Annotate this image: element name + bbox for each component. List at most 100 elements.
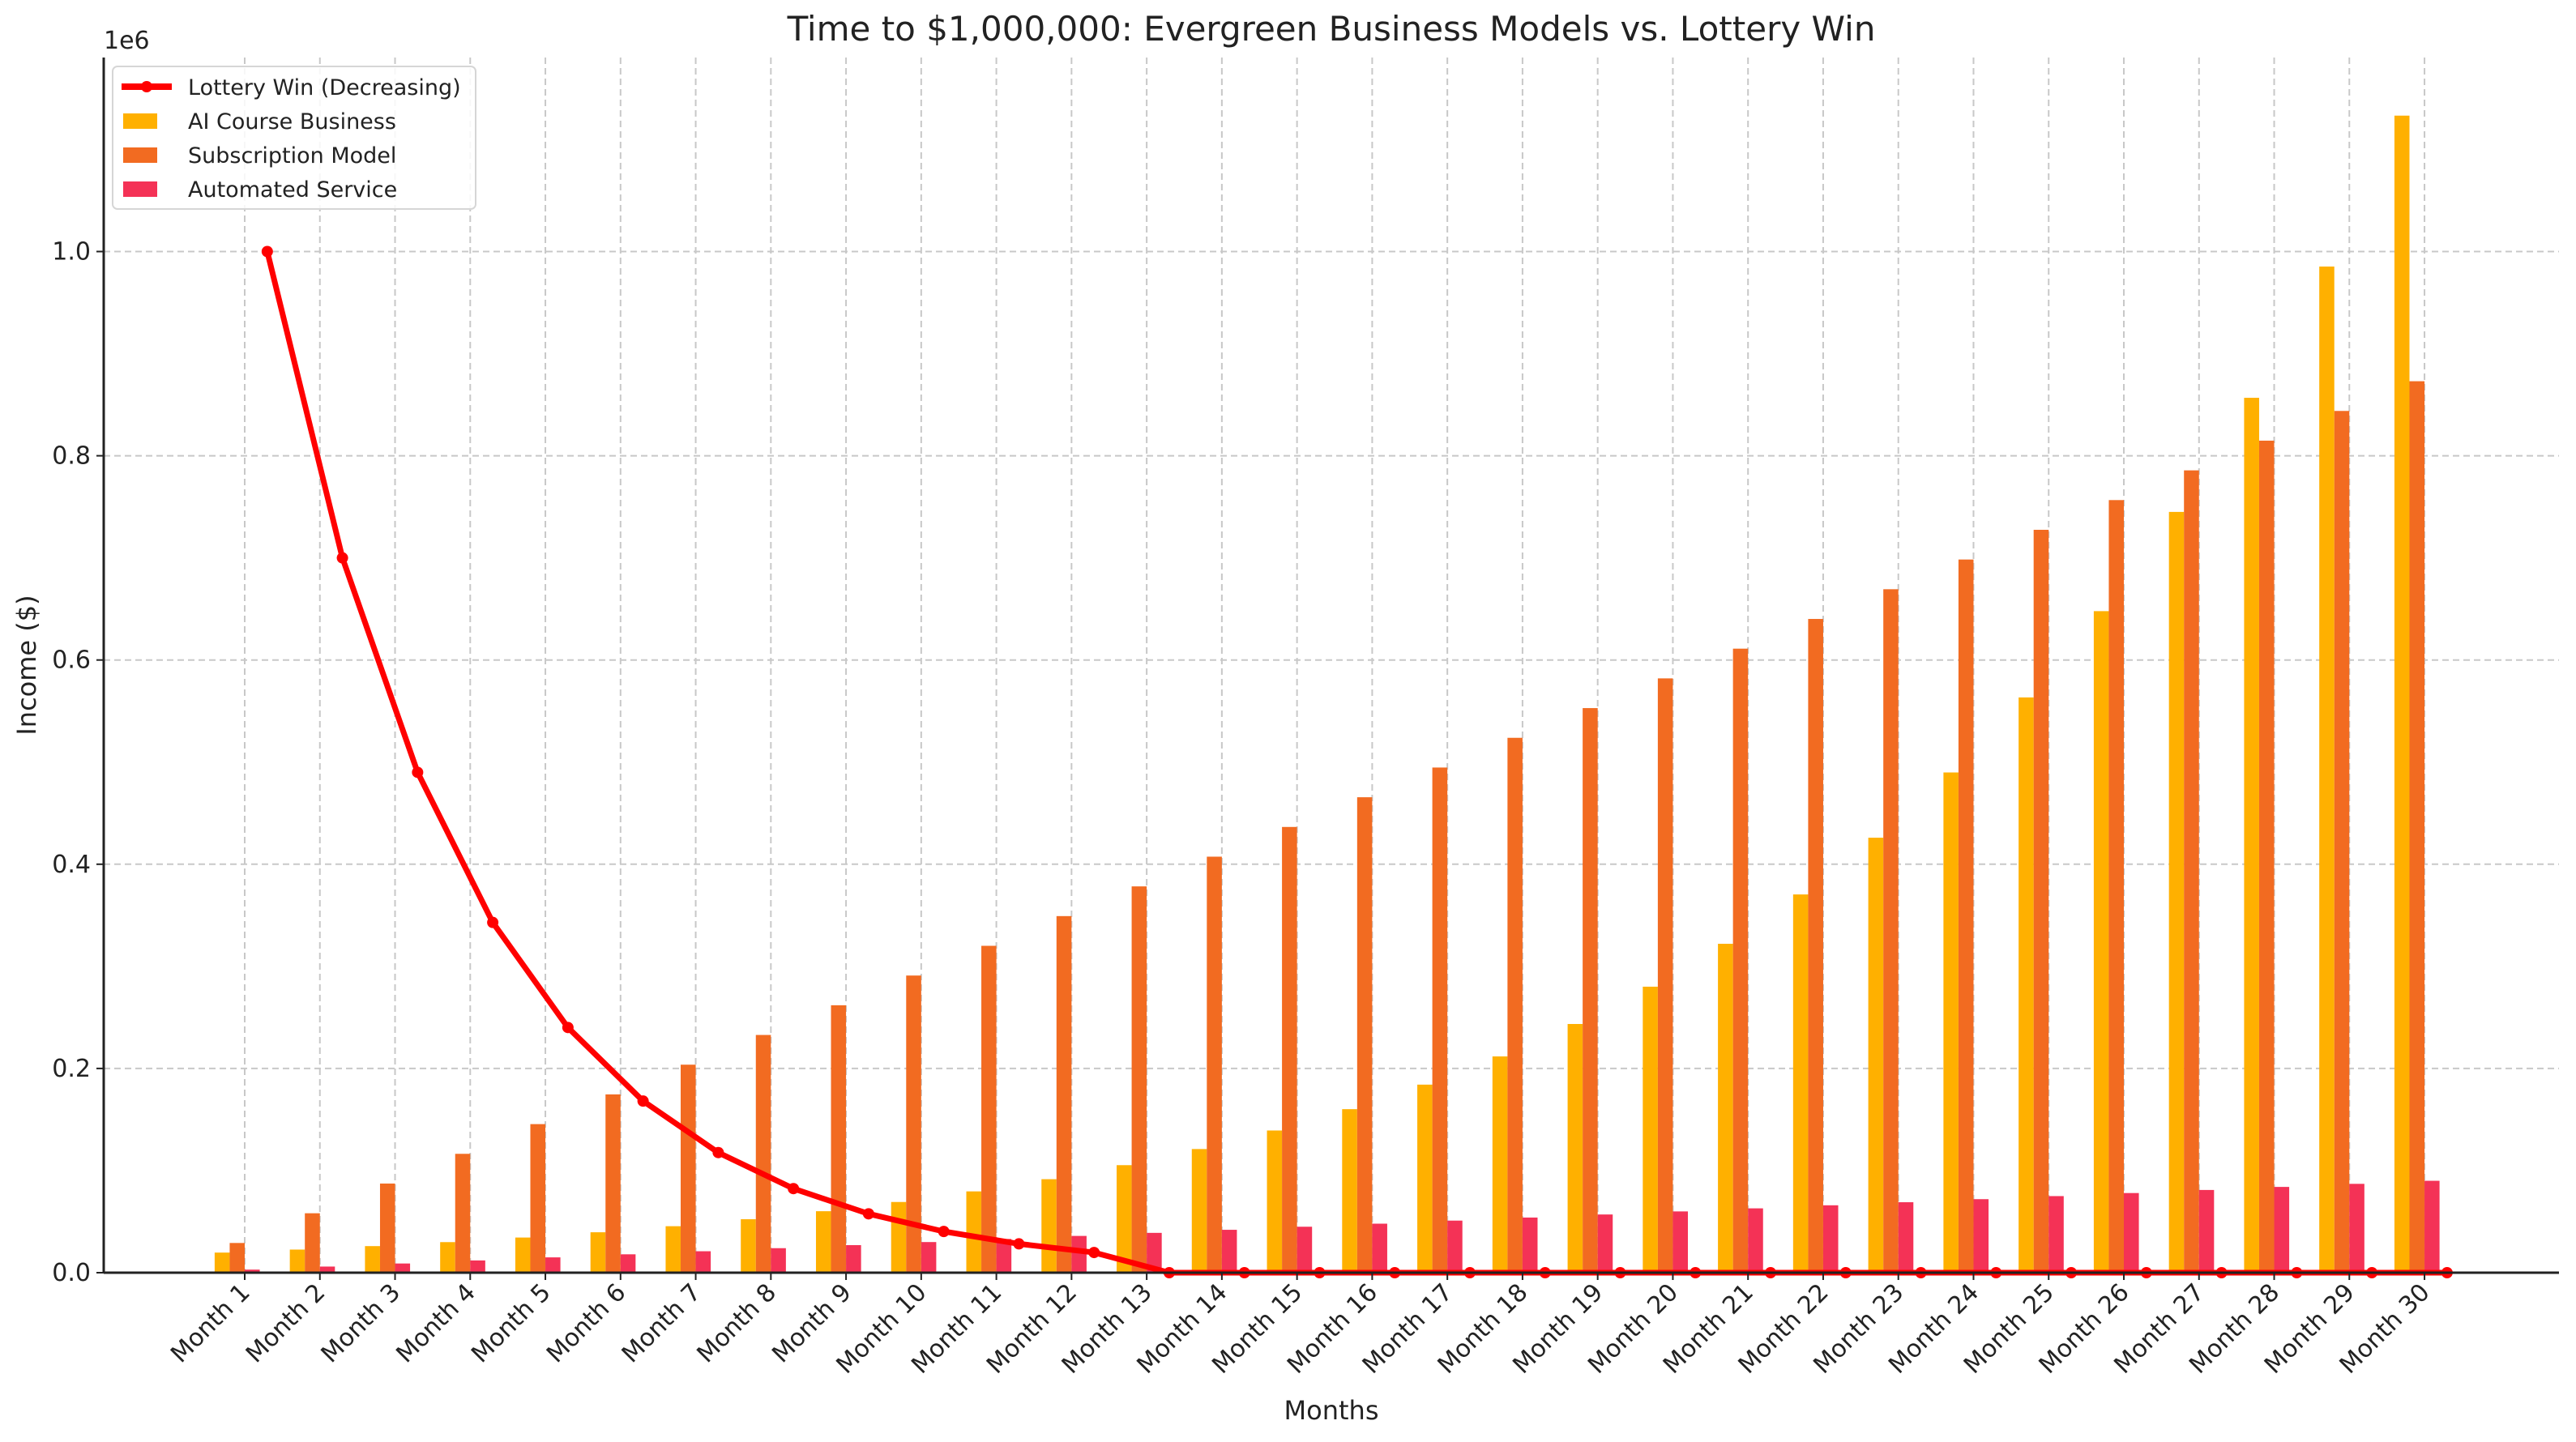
bar-ai-course [1267,1130,1283,1273]
lottery-point [336,552,348,564]
legend-swatch [123,181,157,197]
bar-automated-service [1221,1230,1237,1273]
bar-automated-service [771,1248,786,1273]
bar-ai-course [1943,772,1959,1273]
bar-ai-course [1041,1179,1057,1273]
bar-ai-course [1342,1109,1357,1273]
bar-ai-course [1792,894,1809,1273]
y-tick-label: 0.4 [52,851,91,879]
bar-automated-service [2198,1189,2215,1273]
bar-ai-course [1718,944,1733,1273]
lottery-point [1088,1247,1100,1259]
bars [214,115,2440,1273]
bar-ai-course [665,1226,681,1273]
bar-subscription [755,1035,771,1273]
chart-title: Time to $1,000,000: Evergreen Business M… [787,9,1876,49]
bar-automated-service [319,1266,335,1273]
bar-ai-course [1567,1024,1583,1273]
legend-label: AI Course Business [188,109,396,134]
bar-subscription [1356,797,1373,1273]
lottery-point [862,1208,874,1220]
bar-automated-service [1822,1205,1839,1273]
bar-ai-course [2244,398,2259,1273]
bar-subscription [1507,737,1523,1273]
bar-ai-course [741,1219,756,1273]
legend-marker-swatch [141,81,152,92]
bar-automated-service [245,1269,260,1273]
bar-ai-course [1492,1056,1508,1273]
bar-ai-course [1191,1149,1207,1273]
bar-subscription [305,1213,320,1273]
bar-subscription [2409,381,2425,1273]
bar-subscription [1131,886,1147,1273]
bar-automated-service [1597,1214,1613,1273]
bar-ai-course [1643,986,1658,1273]
x-tick-label: Month 8 [691,1278,781,1368]
bar-automated-service [1522,1217,1538,1273]
bar-subscription [1808,619,1823,1273]
bar-subscription [605,1094,621,1273]
bar-ai-course [590,1232,606,1273]
bar-subscription [1657,678,1673,1273]
bar-ai-course [1868,838,1884,1273]
legend-label: Lottery Win (Decreasing) [188,75,461,100]
x-tick-label: Month 1 [165,1278,255,1368]
bar-automated-service [1071,1235,1087,1273]
bar-automated-service [1297,1227,1313,1273]
legend: Lottery Win (Decreasing) AI Course Busine… [112,66,476,210]
bar-automated-service [2274,1187,2290,1273]
lottery-point [562,1022,574,1034]
bar-automated-service [921,1242,937,1273]
y-tick-label: 0.8 [52,442,91,471]
bar-ai-course [1117,1165,1132,1273]
lottery-point [1013,1238,1025,1250]
bar-subscription [1056,915,1072,1273]
bar-automated-service [1973,1199,1989,1273]
x-tick-label: Month 4 [391,1278,481,1368]
bar-subscription [981,945,997,1273]
bar-ai-course [966,1191,982,1273]
lottery-point [788,1183,800,1195]
bar-subscription [1732,648,1749,1273]
lottery-point [261,245,273,258]
legend-swatch [123,147,157,163]
bar-subscription [2184,470,2199,1273]
y-tick-label: 0.0 [52,1259,91,1287]
bar-automated-service [2124,1192,2139,1273]
bar-ai-course [365,1246,380,1273]
bar-automated-service [695,1251,711,1273]
bar-subscription [1207,856,1222,1273]
lottery-point [637,1095,649,1107]
bar-ai-course [2019,697,2034,1273]
bar-automated-service [1898,1202,1914,1273]
bar-subscription [455,1154,471,1273]
bar-automated-service [470,1260,485,1273]
bar-automated-service [620,1254,636,1273]
x-tick-label: Month 7 [617,1278,707,1368]
y-tick-label: 0.6 [52,646,91,675]
bar-automated-service [996,1239,1012,1273]
bar-subscription [1958,559,1974,1273]
y-tick-label: 1.0 [52,237,91,266]
bar-automated-service [545,1257,561,1273]
bar-subscription [1883,589,1899,1273]
bar-subscription [2108,500,2124,1273]
bar-subscription [530,1124,546,1273]
bar-automated-service [2424,1180,2440,1273]
bar-ai-course [440,1242,455,1273]
bar-subscription [1282,826,1297,1273]
bar-automated-service [1672,1211,1688,1273]
bar-automated-service [2349,1184,2365,1273]
bar-ai-course [815,1211,831,1273]
legend-box [112,66,476,210]
lottery-point [487,916,499,928]
bar-automated-service [1372,1223,1387,1273]
bar-ai-course [891,1201,907,1273]
x-tick-label: Month 2 [241,1278,331,1368]
x-tick-label: Month 6 [541,1278,631,1368]
bar-subscription [681,1064,696,1273]
y-offset-label: 1e6 [104,27,150,55]
legend-label: Subscription Model [188,143,396,169]
bar-ai-course [2168,511,2185,1273]
